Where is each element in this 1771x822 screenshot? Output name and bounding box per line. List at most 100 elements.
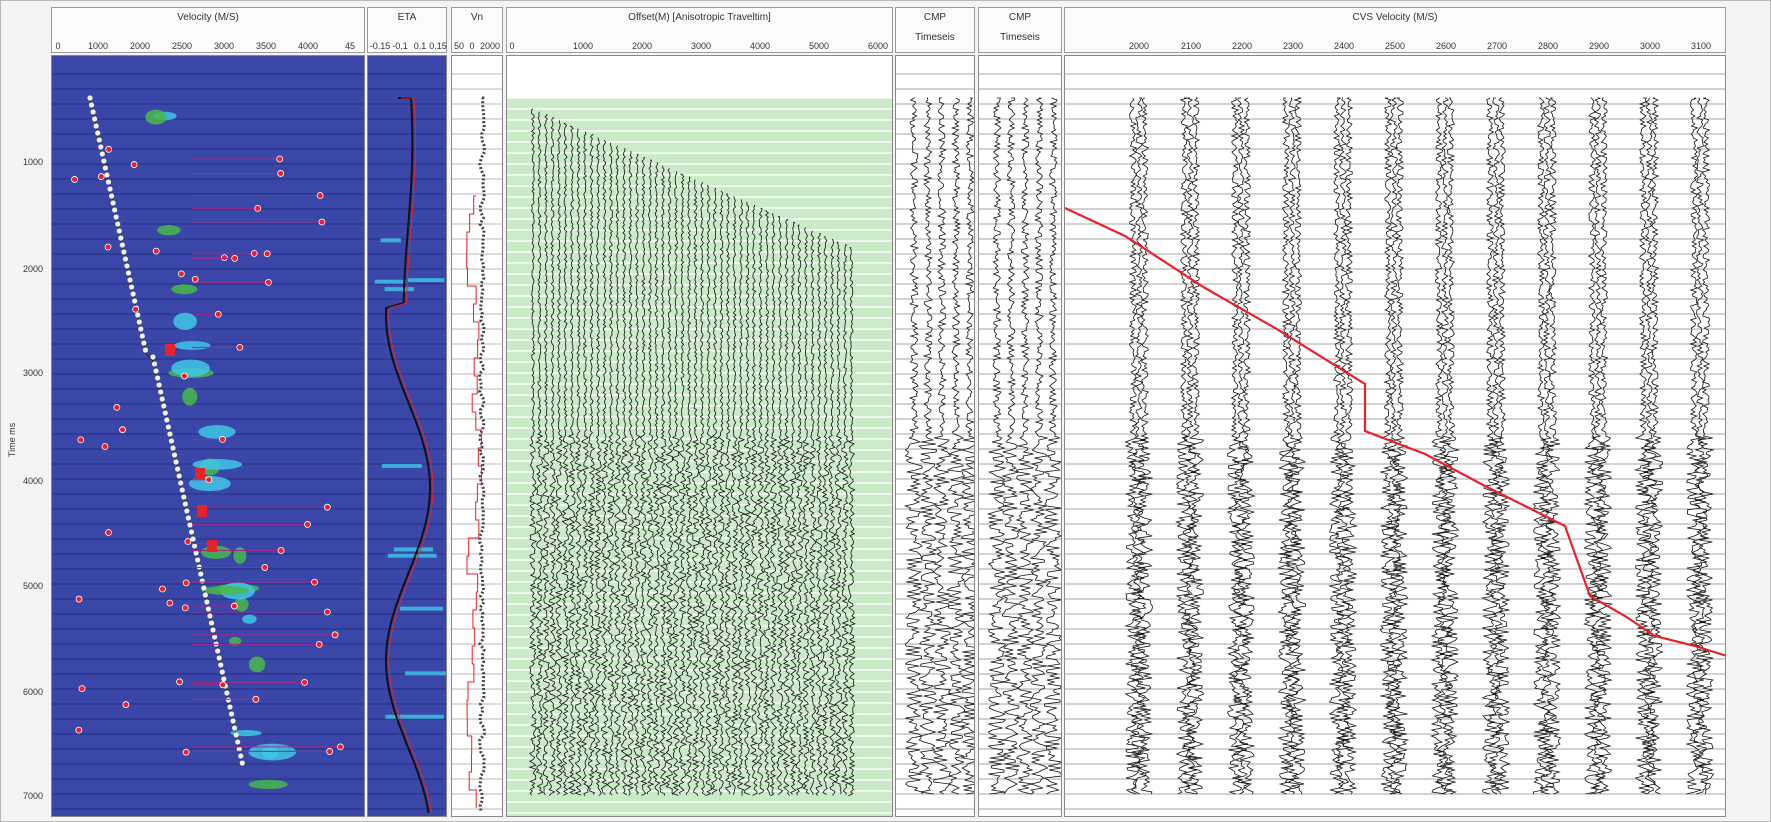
velocity-tick: 4000 xyxy=(297,41,319,51)
offset-trace xyxy=(711,188,720,795)
offset-trace xyxy=(535,111,544,795)
vn-panel-title: Vn xyxy=(470,12,484,23)
cvs-trace xyxy=(1588,97,1607,795)
cvs-trace xyxy=(1435,97,1454,795)
cvs-tick: 2500 xyxy=(1384,41,1406,51)
velocity-pick-point xyxy=(227,704,233,710)
cvs-trace xyxy=(1583,97,1601,795)
offset-gather-plot[interactable] xyxy=(506,55,893,817)
velocity-pick-point xyxy=(110,200,116,206)
velocity-pick-point xyxy=(108,193,115,199)
interval-velocity-point xyxy=(205,476,213,484)
offset-tick: 2000 xyxy=(631,41,653,51)
vn-trace xyxy=(477,96,486,813)
eta-semblance-band xyxy=(407,278,445,283)
velocity-pick-point xyxy=(107,186,113,192)
vn-tick: 50 xyxy=(453,41,465,51)
offset-trace xyxy=(639,156,648,796)
interval-velocity-point xyxy=(318,218,326,226)
interval-velocity-point xyxy=(97,173,105,180)
velocity-control-pick xyxy=(165,344,175,356)
offset-trace xyxy=(678,173,687,795)
velocity-pick-point xyxy=(208,620,215,626)
velocity-pick-point xyxy=(205,606,212,612)
interval-velocity-point xyxy=(265,278,272,286)
velocity-semblance-plot[interactable] xyxy=(51,55,365,817)
interval-velocity-point xyxy=(78,685,86,693)
eta-semblance-band xyxy=(381,463,422,468)
semblance-blob xyxy=(145,109,167,125)
semblance-blob xyxy=(234,597,249,612)
interval-velocity-point xyxy=(105,145,113,153)
velocity-pick-point xyxy=(138,326,144,332)
cvs-trace xyxy=(1124,97,1142,795)
offset-trace xyxy=(626,151,635,796)
velocity-pick-point xyxy=(190,536,196,542)
interval-velocity-point xyxy=(323,608,331,616)
offset-trace xyxy=(600,139,609,795)
velocity-pick-point xyxy=(92,116,98,122)
vn-plot[interactable] xyxy=(451,55,503,817)
velocity-pick-point xyxy=(118,235,124,241)
offset-tick: 6000 xyxy=(867,41,889,51)
interval-velocity-point xyxy=(71,176,78,183)
velocity-pick-point xyxy=(99,151,105,157)
velocity-pick-point xyxy=(185,515,191,521)
velocity-pick-point xyxy=(128,284,135,290)
vn-pick-curve xyxy=(466,195,482,808)
velocity-pick-point xyxy=(155,375,161,381)
cvs-svg xyxy=(1065,73,1725,810)
eta-tick: 0.1 xyxy=(413,41,427,51)
interval-velocity-point xyxy=(231,254,239,262)
velocity-pick-point xyxy=(121,249,127,255)
cmp-plot[interactable] xyxy=(895,55,975,817)
interval-velocity-point xyxy=(252,695,260,703)
offset-tick: 3000 xyxy=(690,41,712,51)
interval-velocity-point xyxy=(316,192,324,199)
velocity-pick-point xyxy=(125,270,132,276)
offset-trace xyxy=(567,125,577,795)
cmp-plot[interactable] xyxy=(978,55,1062,817)
interval-velocity-point xyxy=(132,305,140,313)
offset-trace xyxy=(593,137,603,796)
cvs-trace xyxy=(1691,97,1709,795)
semblance-blob xyxy=(157,225,181,236)
cmp-panel-title: CMP xyxy=(1008,12,1032,23)
offset-trace xyxy=(548,117,557,797)
eta-pick-curve xyxy=(388,97,434,814)
semblance-blob xyxy=(242,614,257,624)
cvs-trace xyxy=(1487,97,1505,795)
velocity-pick-point xyxy=(195,557,201,563)
interval-velocity-point xyxy=(214,310,222,318)
cmp-trace xyxy=(932,97,952,795)
offset-trace xyxy=(827,238,837,796)
interval-velocity-point xyxy=(277,170,285,177)
velocity-pick-point xyxy=(221,676,227,682)
interval-velocity-point xyxy=(250,249,258,257)
offset-trace xyxy=(632,154,642,795)
velocity-pick-point xyxy=(135,312,141,318)
velocity-pick-point xyxy=(191,543,198,549)
cvs-trace xyxy=(1276,97,1295,795)
time-tick: 4000 xyxy=(23,476,44,486)
velocity-pick-point xyxy=(142,347,149,353)
velocity-pick-point xyxy=(101,158,107,164)
eta-panel-header: ETA -0.15 -0.1 0.1 0.15 xyxy=(367,7,447,53)
velocity-pick-point xyxy=(164,417,170,423)
vn-tick: 0 xyxy=(469,41,475,51)
semblance-blob xyxy=(248,656,266,673)
offset-trace xyxy=(652,162,661,796)
velocity-pick-point xyxy=(199,578,205,584)
semblance-blob xyxy=(174,341,211,350)
interval-velocity-point xyxy=(326,748,334,755)
semblance-blob xyxy=(182,387,198,406)
cmp-panel-header: CMP Timeseis xyxy=(895,7,975,53)
eta-plot[interactable] xyxy=(367,55,447,817)
velocity-tick: 2500 xyxy=(171,41,193,51)
time-tick: 6000 xyxy=(23,687,44,697)
cvs-trace xyxy=(1685,97,1703,795)
offset-trace xyxy=(762,210,772,796)
velocity-pick-point xyxy=(130,291,136,297)
velocity-pick-point xyxy=(127,277,133,283)
cvs-plot[interactable] xyxy=(1064,55,1726,817)
